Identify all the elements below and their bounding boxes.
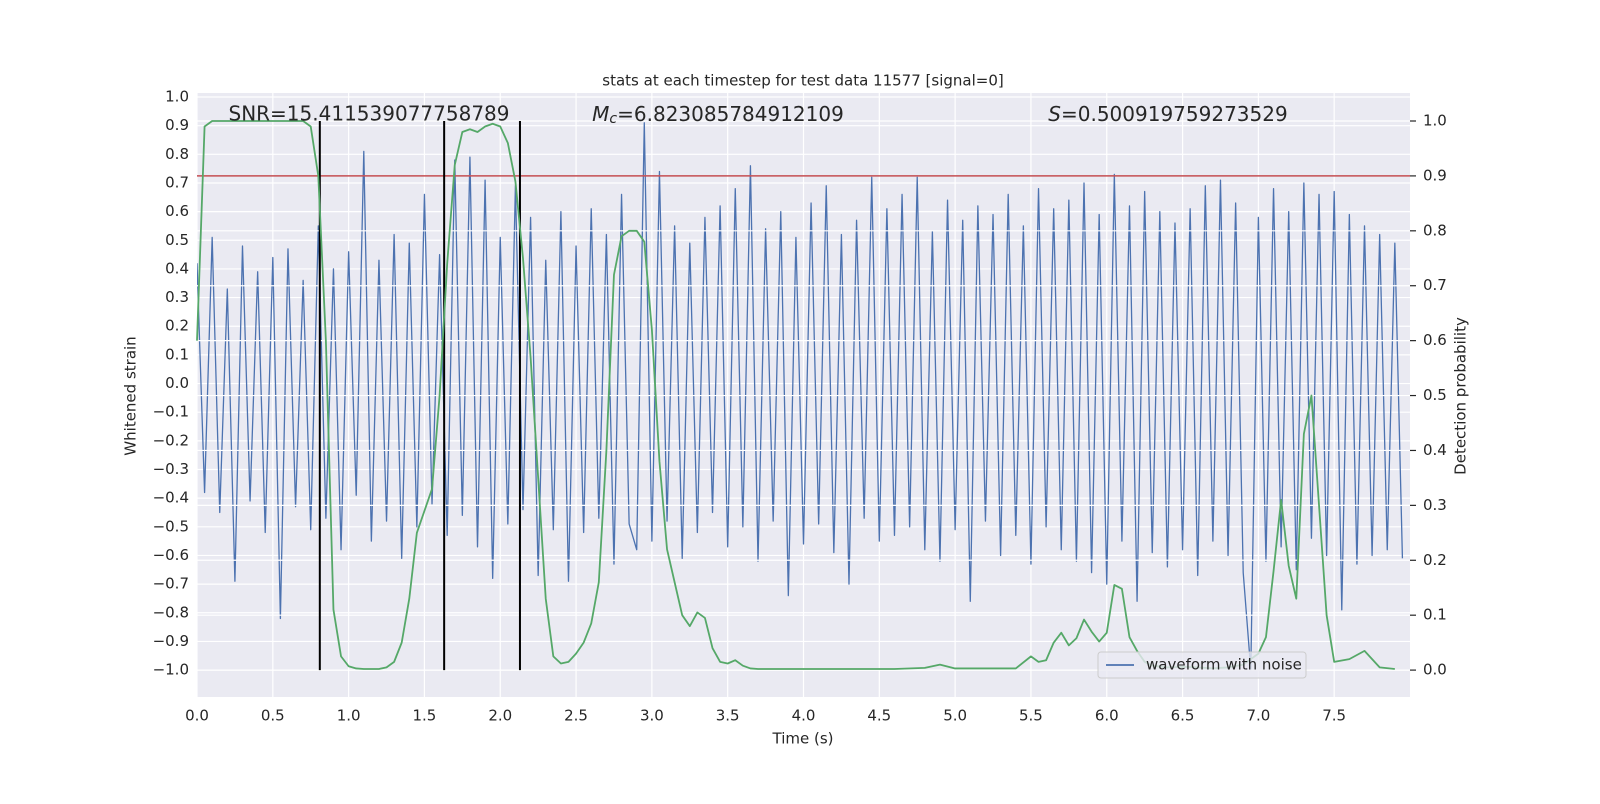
y2-tick-label: 0.2: [1423, 551, 1447, 569]
y-tick-label: −0.6: [153, 546, 189, 564]
x-tick-label: 7.0: [1246, 707, 1270, 725]
y-tick-label: 0.9: [165, 116, 189, 134]
x-tick-label: 3.0: [640, 707, 664, 725]
legend-box: [1097, 651, 1307, 679]
y2-axis-label: Detection probability: [1452, 317, 1470, 475]
annotation-symbol: M: [592, 102, 609, 126]
annotation-sub: c: [609, 111, 617, 127]
x-tick-label: 0.0: [185, 707, 209, 725]
y-tick-label: 0.7: [165, 173, 189, 191]
x-tick-label: 0.5: [261, 707, 285, 725]
annotation: S=0.500919759273529: [1048, 102, 1287, 126]
y2-tick-label: 0.7: [1423, 276, 1447, 294]
y2-tick-label: 0.3: [1423, 496, 1447, 514]
chart-title: stats at each timestep for test data 115…: [602, 72, 1003, 90]
y2-tick-label: 0.9: [1423, 166, 1447, 184]
y-tick-label: −0.7: [153, 575, 189, 593]
y-tick-label: −0.4: [153, 489, 189, 507]
y-tick-label: −0.2: [153, 431, 189, 449]
annotation-symbol: S: [1048, 102, 1061, 126]
waveform-line: [197, 122, 1404, 671]
y-tick-label: 0.1: [165, 345, 189, 363]
x-tick-label: 5.0: [943, 707, 967, 725]
annotation-value: =6.823085784912109: [617, 102, 844, 126]
y-tick-label: −0.9: [153, 632, 189, 650]
y-tick-label: 0.5: [165, 231, 189, 249]
x-tick-label: 4.0: [792, 707, 816, 725]
y2-tick-label: 0.6: [1423, 331, 1447, 349]
y-tick-label: 0.4: [165, 259, 189, 277]
y2-tick-label: 0.1: [1423, 606, 1447, 624]
x-tick-label: 6.5: [1171, 707, 1195, 725]
y-tick-label: 0.8: [165, 145, 189, 163]
y-tick-label: −0.5: [153, 517, 189, 535]
y2-tick-label: 0.5: [1423, 386, 1447, 404]
annotation: Mc=6.823085784912109: [592, 102, 844, 128]
x-tick-label: 5.5: [1019, 707, 1043, 725]
x-tick-label: 4.5: [867, 707, 891, 725]
x-tick-label: 7.5: [1322, 707, 1346, 725]
y-tick-label: 0.6: [165, 202, 189, 220]
x-tick-label: 3.5: [716, 707, 740, 725]
annotation-value: =0.500919759273529: [1061, 102, 1288, 126]
y-axis-label: Whitened strain: [122, 336, 140, 455]
y-tick-label: 1.0: [165, 88, 189, 106]
y-tick-label: −0.8: [153, 603, 189, 621]
x-tick-label: 6.0: [1095, 707, 1119, 725]
x-tick-label: 2.0: [488, 707, 512, 725]
y-tick-label: −0.1: [153, 403, 189, 421]
annotation: SNR=15.411539077758789: [229, 102, 510, 126]
x-tick-label: 1.5: [413, 707, 437, 725]
y2-tick-label: 0.0: [1423, 661, 1447, 679]
y2-tick-label: 1.0: [1423, 112, 1447, 130]
x-axis-label: Time (s): [772, 730, 834, 748]
y2-tick-label: 0.8: [1423, 221, 1447, 239]
y-tick-label: −0.3: [153, 460, 189, 478]
y-tick-label: 0.2: [165, 317, 189, 335]
legend-label: waveform with noise: [1146, 656, 1302, 674]
y-tick-label: −1.0: [153, 661, 189, 679]
x-tick-label: 1.0: [337, 707, 361, 725]
y-tick-label: 0.0: [165, 374, 189, 392]
x-tick-label: 2.5: [564, 707, 588, 725]
y2-tick-label: 0.4: [1423, 441, 1447, 459]
y-tick-label: 0.3: [165, 288, 189, 306]
